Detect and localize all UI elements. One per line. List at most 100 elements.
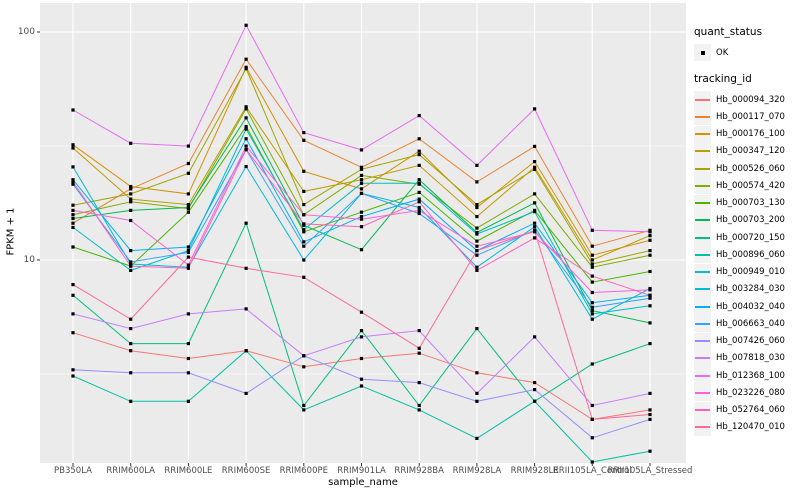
data-point [417,351,421,355]
legend-item-label: Hb_006663_040 [716,318,785,329]
data-point [590,228,594,232]
data-point [359,178,364,182]
data-point [359,356,364,361]
data-point [302,138,306,142]
data-point [302,408,306,412]
data-point [590,317,594,321]
data-point [648,321,652,325]
data-point [590,258,594,262]
legend-key-line-icon [695,133,710,136]
data-point [648,296,652,300]
x-tick-label: RRIM928BA [394,466,444,476]
data-point [417,200,421,204]
legend-key-line-icon [695,202,710,205]
data-point [244,221,248,225]
data-point [244,67,248,71]
data-point [244,144,248,148]
data-point [186,210,190,214]
legend-item-label: Hb_000896_060 [716,249,785,260]
data-point [129,200,133,204]
legend-item: Hb_000574_420 [694,177,785,195]
legend-key-line-icon [695,409,710,412]
legend-item: Hb_000526_060 [694,160,785,178]
data-point [359,217,364,221]
legend-key [694,367,711,385]
data-point [417,149,421,153]
data-point [244,57,248,61]
data-point [417,137,421,141]
data-point [129,317,133,321]
data-point [244,127,248,131]
data-point [475,244,479,248]
data-point [359,329,364,333]
data-point [186,171,190,175]
data-point [302,258,306,262]
data-point [71,283,75,287]
legend-item: Hb_000720_150 [694,229,785,247]
legend-item-ok: OK [694,44,785,61]
data-point [244,164,248,169]
data-point [590,301,594,305]
legend-item-label: Hb_000574_420 [716,180,785,191]
data-point [417,211,421,216]
data-point [475,436,479,440]
legend-key [694,298,711,316]
data-point [71,143,75,147]
data-point [186,371,190,375]
data-point [71,221,75,225]
data-point [129,260,133,264]
data-point [417,114,421,118]
data-point [302,189,306,193]
data-point [648,269,652,274]
legend-item: Hb_000117_070 [694,108,785,126]
y-tick-label: 10 [23,254,35,265]
legend-item-label: Hb_000526_060 [716,163,785,174]
x-tick-label: RRIM928LA [452,466,502,476]
data-point [129,342,133,346]
data-point [186,192,190,196]
data-point [302,240,306,244]
data-point [71,182,75,186]
data-point [417,153,421,157]
data-point [590,244,594,248]
data-point [302,169,306,173]
data-point [533,399,537,403]
data-point [359,165,364,169]
data-point [475,268,479,272]
data-point [244,105,248,109]
point-marker-icon [700,50,705,55]
legend-key-line-icon [695,322,710,325]
legend-key [694,384,711,402]
data-point [186,312,190,316]
data-point [475,253,479,257]
x-tick-label: RRIM901LA [337,466,386,476]
legend-key [694,160,711,178]
data-point [417,346,421,350]
legend-key-line-icon [695,374,710,377]
data-point [129,197,133,201]
data-point [417,190,421,194]
data-point [244,391,248,395]
data-point [302,354,306,358]
data-point [590,253,594,257]
data-point [590,290,594,295]
data-point [244,137,248,141]
data-point [186,342,190,346]
legend-item: Hb_000176_100 [694,125,785,143]
data-point [359,225,364,229]
legend-key [694,211,711,229]
data-point [475,215,479,219]
data-point [186,255,190,259]
legend-item: Hb_000703_200 [694,211,785,229]
data-point [533,236,537,240]
x-tick-label: RRII105LA_Control [552,466,632,476]
data-point [475,249,479,253]
data-point [590,362,594,366]
data-point [129,192,133,196]
data-point [648,449,652,453]
data-point [244,148,248,152]
data-point [417,408,421,412]
data-point [648,304,652,308]
data-point [590,417,594,421]
